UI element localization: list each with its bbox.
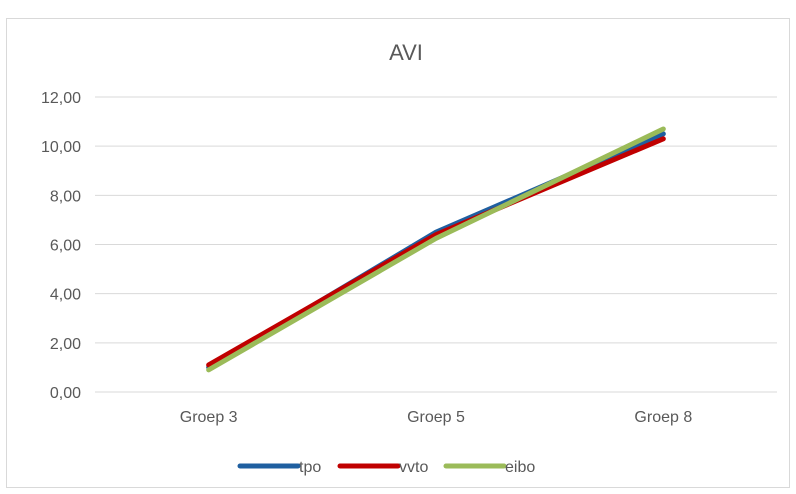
- y-tick-label: 4,00: [50, 287, 81, 304]
- legend: tpo vvto eibo: [237, 459, 535, 476]
- legend-label: eibo: [505, 459, 535, 476]
- gridlines: [95, 96, 777, 393]
- legend-item-tpo: tpo: [237, 459, 321, 476]
- legend-item-vvto: vvto: [337, 459, 428, 476]
- y-tick-label: 8,00: [50, 188, 81, 205]
- series-line-vvto: [206, 136, 666, 368]
- y-tick-label: 12,00: [41, 90, 81, 107]
- legend-label: tpo: [299, 459, 321, 476]
- y-tick-label: 6,00: [50, 238, 81, 255]
- x-tick-label: Groep 5: [407, 409, 465, 426]
- legend-item-eibo: eibo: [443, 459, 535, 476]
- chart-title: AVI: [389, 40, 423, 65]
- y-axis-labels: 0,00 2,00 4,00 6,00 8,00 10,00 12,00: [41, 90, 81, 402]
- y-tick-label: 10,00: [41, 139, 81, 156]
- x-axis-labels: Groep 3 Groep 5 Groep 8: [180, 409, 693, 426]
- series-lines: [206, 126, 666, 373]
- x-tick-label: Groep 8: [634, 409, 692, 426]
- y-tick-label: 0,00: [50, 385, 81, 402]
- series-line-eibo: [206, 126, 666, 373]
- y-tick-label: 2,00: [50, 336, 81, 353]
- x-tick-label: Groep 3: [180, 409, 238, 426]
- legend-label: vvto: [399, 459, 428, 476]
